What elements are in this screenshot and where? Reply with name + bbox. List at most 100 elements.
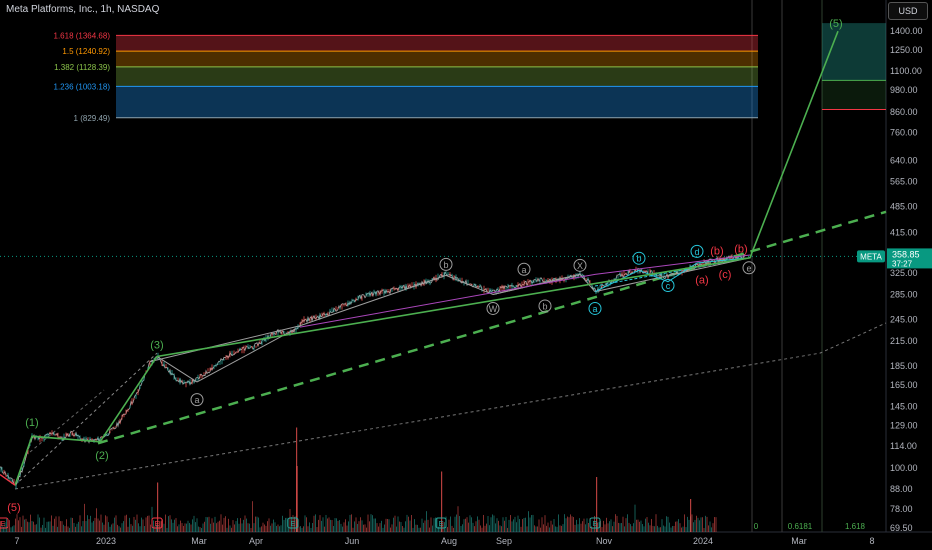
earnings-marker[interactable] — [287, 517, 299, 529]
volume-bar — [568, 517, 570, 532]
volume-bar — [249, 523, 250, 532]
projection-lower-zone — [822, 80, 886, 110]
volume-bar — [319, 515, 321, 532]
earnings-marker[interactable] — [435, 517, 447, 529]
volume-bar — [514, 516, 516, 532]
volume-bar — [67, 526, 69, 532]
volume-bar — [562, 524, 564, 532]
earnings-marker-label: E — [155, 521, 160, 528]
volume-bar — [25, 518, 27, 532]
volume-bar — [376, 523, 378, 532]
volume-bar — [228, 518, 229, 532]
volume-bar — [700, 517, 702, 532]
fib-zone — [116, 66, 758, 87]
volume-bar — [34, 524, 36, 532]
volume-bar — [637, 519, 639, 532]
volume-bar — [526, 526, 528, 532]
earnings-marker[interactable] — [0, 517, 9, 529]
trendline-green-dashed — [97, 210, 887, 445]
volume-bar — [91, 522, 93, 532]
volume-bar — [219, 520, 220, 532]
volume-bar — [648, 522, 649, 532]
volume-bar — [603, 520, 604, 532]
volume-bar — [544, 515, 546, 532]
volume-bar — [360, 517, 361, 532]
volume-bar — [321, 520, 322, 532]
volume-bar — [169, 515, 171, 532]
volume-bar — [474, 526, 475, 532]
volume-bar — [216, 523, 217, 532]
volume-bar — [267, 521, 268, 532]
volume-bar — [708, 525, 709, 532]
fib-level-label: 1.236 (1003.18) — [54, 82, 111, 91]
volume-bar — [504, 520, 505, 532]
volume-bar — [586, 518, 588, 532]
earnings-marker[interactable] — [589, 517, 601, 529]
volume-bar — [51, 515, 52, 532]
volume-bar — [399, 521, 400, 532]
volume-bar — [330, 519, 331, 532]
volume-bar — [142, 519, 144, 532]
volume-bar — [711, 527, 712, 532]
volume-bar — [298, 526, 300, 532]
volume-bar — [70, 517, 72, 532]
wave-label-circle — [742, 261, 756, 275]
volume-bar — [337, 520, 339, 532]
volume-bar — [205, 516, 207, 532]
volume-bar — [490, 517, 492, 532]
volume-bar — [499, 525, 501, 532]
volume-bar — [412, 527, 414, 532]
volume-bar — [618, 522, 619, 532]
volume-bar — [421, 518, 423, 532]
volume-bar — [58, 516, 60, 532]
volume-bar — [192, 519, 193, 532]
volume-bar — [561, 525, 562, 532]
wave-structure-line — [149, 273, 596, 363]
volume-bar — [529, 517, 531, 532]
volume-bar — [607, 523, 609, 532]
volume-bar — [310, 527, 312, 532]
wave-label-circle — [517, 262, 531, 276]
volume-bar — [64, 526, 66, 532]
volume-bar — [696, 515, 697, 532]
volume-bar — [100, 514, 102, 532]
volume-bar — [426, 511, 427, 532]
volume-bar — [367, 514, 369, 532]
volume-bar — [612, 526, 613, 532]
earnings-marker[interactable] — [151, 517, 163, 529]
volume-bar — [258, 517, 259, 532]
wave-label-circle — [190, 393, 204, 407]
volume-bar — [39, 517, 40, 532]
volume-bar — [270, 525, 271, 532]
volume-bar — [72, 517, 73, 532]
volume-bar — [76, 523, 78, 532]
currency-button[interactable]: USD — [888, 2, 928, 20]
volume-bar — [288, 527, 289, 532]
volume-bar — [481, 527, 483, 532]
volume-bar — [714, 517, 715, 532]
volume-bar — [660, 527, 661, 532]
volume-bar — [418, 527, 420, 532]
volume-bar — [355, 517, 357, 532]
volume-bar — [193, 515, 195, 532]
volume-bar — [246, 518, 247, 532]
volume-bar — [322, 517, 324, 532]
volume-bar — [10, 527, 12, 532]
volume-bar — [265, 525, 267, 532]
volume-bar — [495, 523, 496, 532]
volume-bar — [172, 522, 174, 532]
volume-bar — [528, 511, 529, 532]
earnings-marker-label: E — [291, 521, 296, 528]
time-axis-tick-label: Aug — [441, 536, 457, 546]
wave-label-circle — [439, 257, 453, 271]
volume-bar — [186, 523, 187, 532]
channel-dashed — [14, 352, 158, 486]
volume-bar — [135, 519, 136, 532]
volume-bar — [444, 522, 445, 532]
volume-bar — [339, 520, 340, 532]
time-axis-tick-label: 2024 — [693, 536, 713, 546]
volume-bar — [313, 515, 315, 532]
volume-bar — [196, 518, 198, 532]
volume-bar — [40, 527, 42, 532]
